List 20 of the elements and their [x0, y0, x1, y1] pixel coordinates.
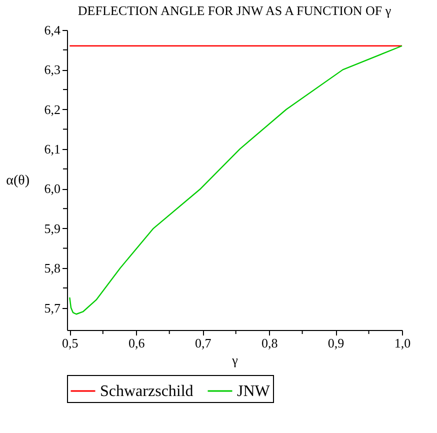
x-tick-label: 0,9 — [328, 336, 344, 350]
legend-label: Schwarzschild — [100, 383, 194, 400]
x-tick-label: 0,5 — [62, 336, 78, 350]
y-tick-label: 6,4 — [44, 22, 61, 38]
y-tick-label: 5,9 — [44, 220, 60, 236]
chart-title: DEFLECTION ANGLE FOR JNW AS A FUNCTION OF γ — [78, 3, 392, 18]
y-tick-label: 6,3 — [44, 62, 60, 78]
legend-label: JNW — [237, 383, 271, 400]
y-tick-label: 6,1 — [44, 142, 60, 157]
x-tick-label: 0,7 — [194, 336, 212, 350]
y-tick-label: 5,8 — [44, 260, 60, 276]
x-tick-label: 0,6 — [128, 336, 146, 350]
y-tick-label: 6,0 — [44, 181, 60, 196]
x-tick-label: 0,8 — [261, 336, 278, 350]
y-axis-title: α(θ) — [6, 174, 30, 188]
line-series — [69, 45, 403, 315]
x-axis-title: γ — [231, 352, 238, 368]
y-tick-label: 5,7 — [44, 300, 61, 316]
x-tick-label: 1,0 — [394, 336, 411, 350]
y-tick-label: 6,2 — [44, 102, 60, 117]
